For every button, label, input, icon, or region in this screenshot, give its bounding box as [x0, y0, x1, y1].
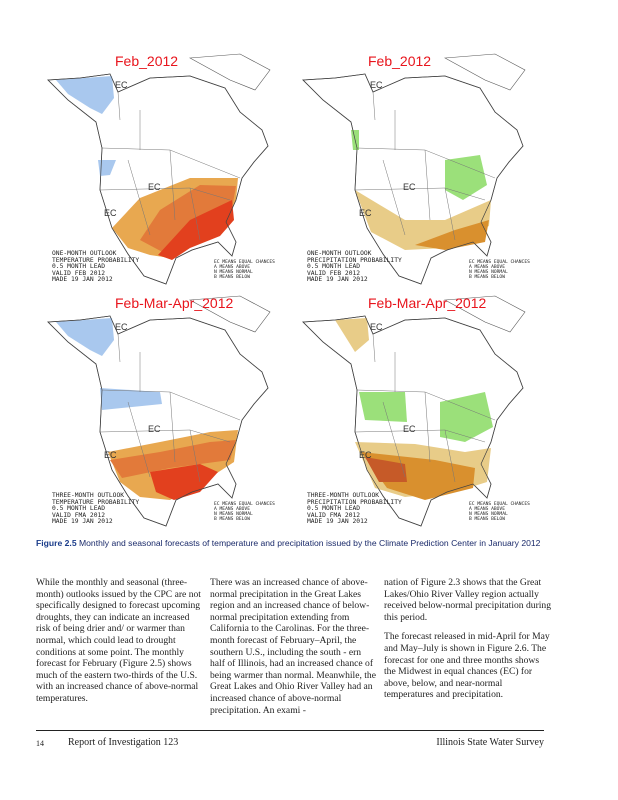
- legend-line: A MEANS ABOVE: [469, 265, 505, 270]
- legend-line: EC MEANS EQUAL CHANCES: [469, 260, 530, 265]
- forecast-map: Feb-Mar-Apr_2012 EC EC EC THREE-MONTH OU…: [295, 292, 553, 532]
- paragraph: There was an increased chance of above-n…: [210, 577, 376, 716]
- organization-name: Illinois State Water Survey: [436, 737, 544, 748]
- forecast-map: Feb-Mar-Apr_2012 EC EC EC THREE-MONTH OU…: [40, 292, 298, 532]
- map-info-line: PRECIPITATION PROBABILITY: [307, 498, 402, 506]
- map-info: THREE-MONTH OUTLOOK TEMPERATURE PROBABILI…: [52, 492, 140, 526]
- forecast-map: Feb_2012 EC EC EC ONE-MONTH OUTLOOK TEMPE…: [40, 50, 298, 290]
- map-info-line: VALID FMA 2012: [52, 511, 106, 519]
- forecast-map: Feb_2012 EC EC EC ONE-MONTH OUTLOOK PRECI…: [295, 50, 553, 290]
- legend-line: B MEANS BELOW: [469, 275, 505, 280]
- map-graphic: [47, 53, 271, 285]
- legend-line: B MEANS BELOW: [214, 275, 250, 280]
- map-info-line: PRECIPITATION PROBABILITY: [307, 256, 402, 264]
- ec-label: EC: [148, 424, 161, 434]
- greenland-outline: [188, 53, 271, 91]
- map-title: Feb_2012: [115, 53, 179, 69]
- map-info-line: 0.5 MONTH LEAD: [307, 505, 361, 513]
- map-info-line: TEMPERATURE PROBABILITY: [52, 256, 140, 264]
- caption-label: Figure 2.5: [36, 538, 77, 548]
- legend-line: EC MEANS EQUAL CHANCES: [469, 502, 530, 507]
- map-legend: EC MEANS EQUAL CHANCES A MEANS ABOVE N MEA…: [214, 260, 275, 280]
- caption-text: Monthly and seasonal forecasts of temper…: [76, 538, 541, 548]
- paragraph: While the monthly and seasonal (three-mo…: [36, 577, 201, 704]
- greenland-outline: [443, 53, 526, 91]
- map-title: Feb_2012: [368, 53, 432, 69]
- map-title: Feb-Mar-Apr_2012: [368, 295, 487, 311]
- ec-label: EC: [359, 208, 372, 218]
- ec-label: EC: [115, 80, 128, 90]
- ec-label: EC: [403, 182, 416, 192]
- map-info-line: MADE 19 JAN 2012: [52, 518, 113, 526]
- map-info-line: THREE-MONTH OUTLOOK: [52, 492, 125, 500]
- page-number: 14: [36, 739, 44, 748]
- map-info-line: 0.5 MONTH LEAD: [52, 505, 106, 513]
- map-info-line: ONE-MONTH OUTLOOK: [307, 250, 372, 258]
- ec-label: EC: [104, 208, 117, 218]
- text-column-1: While the monthly and seasonal (three-mo…: [36, 577, 204, 713]
- map-legend: EC MEANS EQUAL CHANCES A MEANS ABOVE N MEA…: [469, 502, 530, 522]
- ec-label: EC: [370, 322, 383, 332]
- greenland-outline: [443, 295, 526, 333]
- map-info-line: VALID FMA 2012: [307, 511, 361, 519]
- ec-label: EC: [104, 450, 117, 460]
- legend-line: B MEANS BELOW: [469, 517, 505, 522]
- map-info: THREE-MONTH OUTLOOK PRECIPITATION PROBABI…: [307, 492, 402, 526]
- figure-caption: Figure 2.5 Monthly and seasonal forecast…: [36, 538, 556, 549]
- text-column-3: nation of Figure 2.3 shows that the Grea…: [384, 577, 552, 709]
- legend-line: N MEANS NORMAL: [469, 512, 508, 517]
- legend-line: A MEANS ABOVE: [469, 507, 505, 512]
- map-info-line: VALID FEB 2012: [307, 269, 361, 277]
- legend-line: EC MEANS EQUAL CHANCES: [214, 260, 275, 265]
- map-graphic: [302, 53, 526, 285]
- legend-line: N MEANS NORMAL: [214, 512, 253, 517]
- map-legend: EC MEANS EQUAL CHANCES A MEANS ABOVE N MEA…: [214, 502, 275, 522]
- greenland-outline: [188, 295, 271, 333]
- map-info-line: TEMPERATURE PROBABILITY: [52, 498, 140, 506]
- ec-label: EC: [359, 450, 372, 460]
- map-info: ONE-MONTH OUTLOOK TEMPERATURE PROBABILITY…: [52, 250, 140, 284]
- legend-line: B MEANS BELOW: [214, 517, 250, 522]
- state-borders: [354, 91, 496, 241]
- map-info-line: THREE-MONTH OUTLOOK: [307, 492, 380, 500]
- paragraph: The forecast released in mid-April for M…: [384, 631, 550, 701]
- state-borders: [354, 333, 496, 483]
- ec-label: EC: [115, 322, 128, 332]
- map-info-line: 0.5 MONTH LEAD: [307, 263, 361, 271]
- map-info-line: VALID FEB 2012: [52, 269, 106, 277]
- map-info-line: MADE 19 JAN 2012: [307, 518, 368, 526]
- legend-line: EC MEANS EQUAL CHANCES: [214, 502, 275, 507]
- map-graphic: [47, 295, 271, 527]
- map-info: ONE-MONTH OUTLOOK PRECIPITATION PROBABILI…: [307, 250, 402, 284]
- report-title: Report of Investigation 123: [68, 737, 179, 748]
- legend-line: N MEANS NORMAL: [469, 270, 508, 275]
- legend-line: A MEANS ABOVE: [214, 507, 250, 512]
- text-column-2: There was an increased chance of above-n…: [210, 577, 378, 724]
- footer-rule: [36, 730, 544, 731]
- map-info-line: 0.5 MONTH LEAD: [52, 263, 106, 271]
- map-info-line: MADE 19 JAN 2012: [52, 276, 113, 284]
- map-info-line: MADE 19 JAN 2012: [307, 276, 368, 284]
- map-graphic: [302, 295, 526, 527]
- map-info-line: ONE-MONTH OUTLOOK: [52, 250, 117, 258]
- state-borders: [99, 91, 241, 241]
- map-legend: EC MEANS EQUAL CHANCES A MEANS ABOVE N MEA…: [469, 260, 530, 280]
- legend-line: N MEANS NORMAL: [214, 270, 253, 275]
- map-title: Feb-Mar-Apr_2012: [115, 295, 234, 311]
- paragraph: nation of Figure 2.3 shows that the Grea…: [384, 577, 552, 623]
- legend-line: A MEANS ABOVE: [214, 265, 250, 270]
- ec-label: EC: [148, 182, 161, 192]
- ec-label: EC: [403, 424, 416, 434]
- state-borders: [99, 333, 241, 483]
- ec-label: EC: [370, 80, 383, 90]
